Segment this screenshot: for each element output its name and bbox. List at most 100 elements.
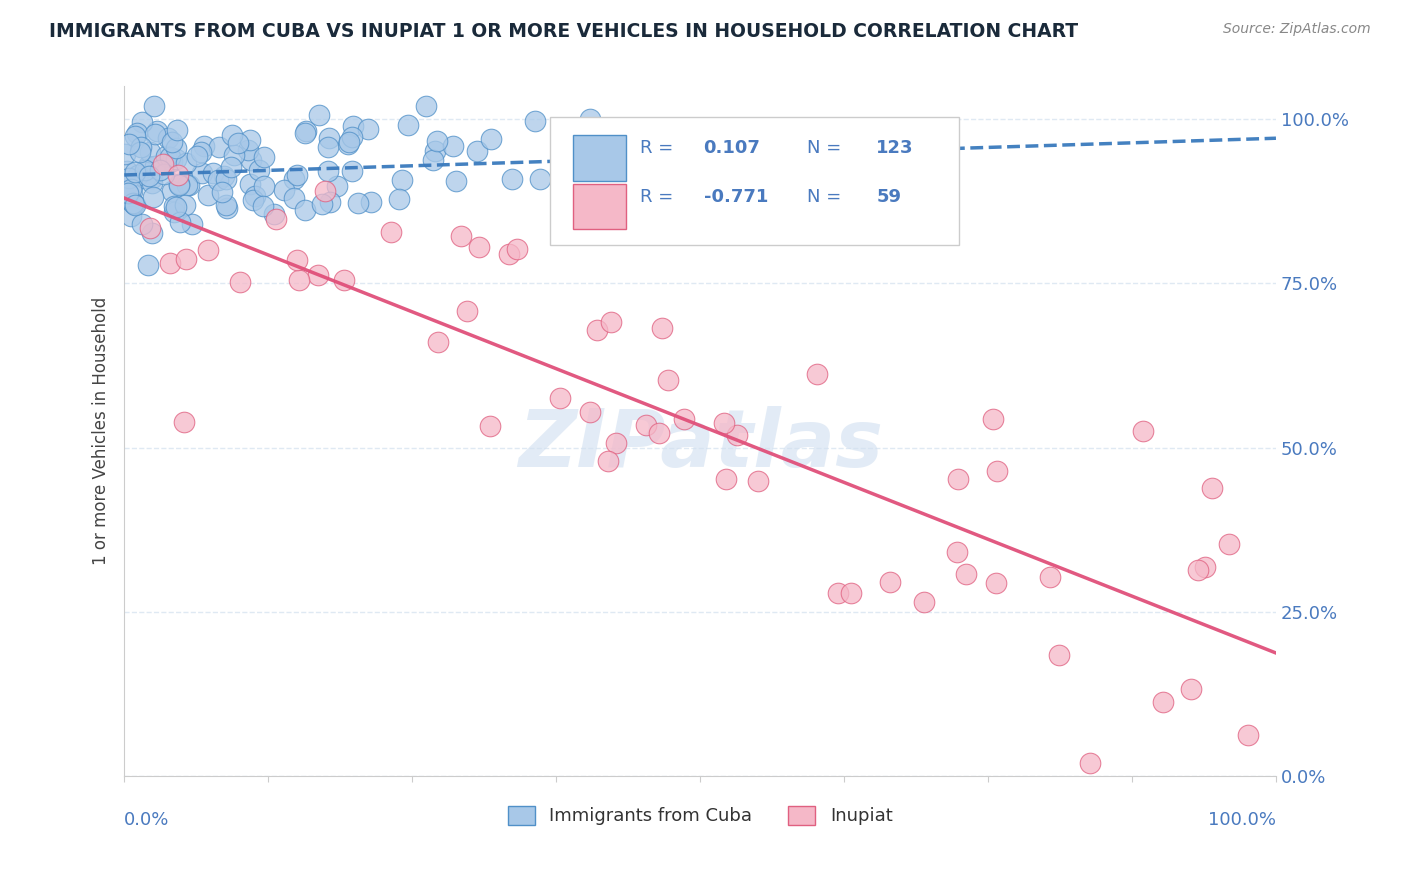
Point: [879, 574, 901, 589]
Text: 100.0%: 100.0%: [1208, 811, 1277, 829]
Point: [191, 166, 214, 180]
Point: [273, 183, 295, 197]
Point: [441, 138, 464, 153]
Point: [827, 586, 849, 600]
Point: [263, 207, 285, 221]
Point: [981, 412, 1004, 426]
Point: [146, 124, 169, 138]
FancyBboxPatch shape: [574, 184, 627, 229]
Point: [316, 164, 339, 178]
Point: [197, 244, 219, 258]
Point: [238, 143, 260, 157]
Point: [283, 191, 305, 205]
Point: [197, 187, 219, 202]
Point: [167, 168, 190, 182]
Text: Source: ZipAtlas.com: Source: ZipAtlas.com: [1223, 22, 1371, 37]
Point: [240, 153, 263, 167]
Point: [479, 132, 502, 146]
Point: [139, 145, 162, 160]
Point: [307, 268, 329, 282]
Point: [1049, 648, 1071, 662]
Point: [316, 140, 339, 154]
Point: [579, 112, 602, 126]
Point: [165, 153, 187, 167]
Point: [127, 169, 149, 183]
Point: [160, 184, 183, 198]
Point: [550, 391, 572, 405]
Point: [165, 200, 187, 214]
Point: [651, 321, 673, 335]
Text: IMMIGRANTS FROM CUBA VS INUPIAT 1 OR MORE VEHICLES IN HOUSEHOLD CORRELATION CHAR: IMMIGRANTS FROM CUBA VS INUPIAT 1 OR MOR…: [49, 22, 1078, 41]
Point: [221, 160, 243, 174]
Point: [596, 170, 619, 185]
Point: [153, 167, 176, 181]
Point: [252, 199, 274, 213]
Text: 0.107: 0.107: [703, 139, 761, 158]
Point: [425, 144, 447, 158]
Point: [124, 197, 146, 211]
Text: N =: N =: [807, 139, 848, 158]
Point: [253, 150, 276, 164]
Point: [212, 169, 235, 183]
Point: [332, 272, 354, 286]
Point: [120, 182, 142, 196]
Point: [450, 228, 472, 243]
Point: [1078, 756, 1101, 770]
Point: [1218, 537, 1240, 551]
Point: [380, 226, 402, 240]
Point: [1180, 681, 1202, 696]
Point: [141, 226, 163, 240]
Point: [114, 147, 136, 161]
Point: [121, 184, 143, 198]
Point: [465, 144, 488, 158]
Point: [169, 215, 191, 229]
Point: [1039, 570, 1062, 584]
FancyBboxPatch shape: [550, 118, 959, 245]
Text: N =: N =: [807, 187, 848, 206]
Point: [139, 221, 162, 235]
Point: [283, 172, 305, 186]
Point: [396, 118, 419, 132]
Point: [714, 472, 737, 486]
Point: [342, 129, 364, 144]
Point: [160, 154, 183, 169]
Point: [468, 240, 491, 254]
Point: [142, 190, 165, 204]
Point: [166, 122, 188, 136]
Point: [806, 367, 828, 381]
Point: [176, 178, 198, 192]
Point: [165, 141, 187, 155]
Point: [1194, 560, 1216, 574]
Point: [159, 256, 181, 270]
Point: [201, 166, 224, 180]
Point: [247, 162, 270, 177]
Point: [159, 150, 181, 164]
Point: [117, 136, 139, 151]
Point: [143, 159, 166, 173]
Point: [955, 567, 977, 582]
Y-axis label: 1 or more Vehicles in Household: 1 or more Vehicles in Household: [93, 297, 110, 566]
Point: [747, 474, 769, 488]
Text: 0.0%: 0.0%: [124, 811, 170, 829]
Point: [294, 203, 316, 218]
Point: [155, 149, 177, 163]
Point: [912, 595, 935, 609]
Point: [426, 134, 449, 148]
Point: [226, 136, 249, 150]
Point: [141, 176, 163, 190]
Point: [360, 195, 382, 210]
Point: [657, 373, 679, 387]
Point: [357, 121, 380, 136]
Point: [648, 426, 671, 441]
Point: [181, 217, 204, 231]
Point: [636, 418, 658, 433]
Point: [134, 170, 156, 185]
Text: R =: R =: [640, 187, 679, 206]
Point: [173, 415, 195, 429]
Point: [285, 168, 308, 182]
Point: [326, 179, 349, 194]
Point: [117, 186, 139, 200]
Point: [131, 217, 153, 231]
Point: [946, 545, 969, 559]
Point: [295, 124, 318, 138]
